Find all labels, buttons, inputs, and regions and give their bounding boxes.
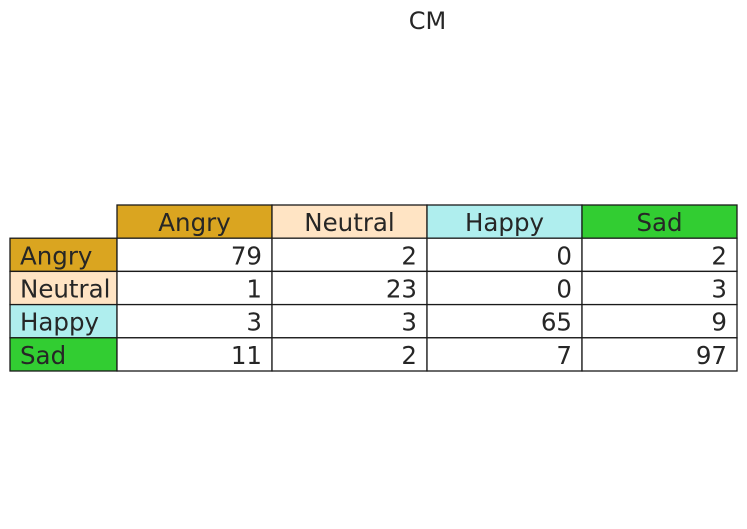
col-header-label-sad: Sad xyxy=(636,208,682,237)
col-header-happy xyxy=(426,204,583,239)
cell-value-sad-happy: 7 xyxy=(556,341,572,370)
cell-sad-sad xyxy=(581,337,738,372)
col-header-label-angry: Angry xyxy=(158,208,230,237)
col-header-neutral xyxy=(271,204,428,239)
cell-value-angry-sad: 2 xyxy=(711,241,727,270)
cell-value-neutral-neutral: 23 xyxy=(386,275,417,304)
cell-value-sad-angry: 11 xyxy=(231,341,262,370)
cell-value-angry-neutral: 2 xyxy=(401,241,417,270)
cell-angry-happy xyxy=(426,237,583,273)
cell-angry-sad xyxy=(581,237,738,273)
col-header-label-neutral: Neutral xyxy=(304,208,394,237)
cell-value-neutral-sad: 3 xyxy=(711,275,727,304)
cell-neutral-happy xyxy=(426,270,583,306)
cell-happy-sad xyxy=(581,303,738,339)
cell-sad-neutral xyxy=(271,337,428,372)
row-header-neutral xyxy=(9,270,118,306)
cell-value-happy-neutral: 3 xyxy=(401,308,417,337)
cell-value-angry-happy: 0 xyxy=(556,241,572,270)
row-header-label-sad: Sad xyxy=(20,341,66,370)
cell-value-happy-happy: 65 xyxy=(541,308,572,337)
cell-neutral-neutral xyxy=(271,270,428,306)
cell-sad-angry xyxy=(116,337,273,372)
row-header-label-angry: Angry xyxy=(20,241,92,270)
cell-value-sad-sad: 97 xyxy=(696,341,727,370)
cell-value-happy-sad: 9 xyxy=(711,308,727,337)
chart-title: CM xyxy=(408,7,447,35)
col-header-angry xyxy=(116,204,273,239)
cell-value-neutral-angry: 1 xyxy=(246,275,262,304)
cell-happy-happy xyxy=(426,303,583,339)
row-header-label-neutral: Neutral xyxy=(20,275,110,304)
cell-happy-neutral xyxy=(271,303,428,339)
col-header-label-happy: Happy xyxy=(465,208,544,237)
cell-sad-happy xyxy=(426,337,583,372)
cell-value-happy-angry: 3 xyxy=(246,308,262,337)
row-header-happy xyxy=(9,303,118,339)
cell-happy-angry xyxy=(116,303,273,339)
cell-neutral-sad xyxy=(581,270,738,306)
row-header-label-happy: Happy xyxy=(20,308,99,337)
cell-value-sad-neutral: 2 xyxy=(401,341,417,370)
cell-value-neutral-happy: 0 xyxy=(556,275,572,304)
cell-value-angry-angry: 79 xyxy=(231,241,262,270)
